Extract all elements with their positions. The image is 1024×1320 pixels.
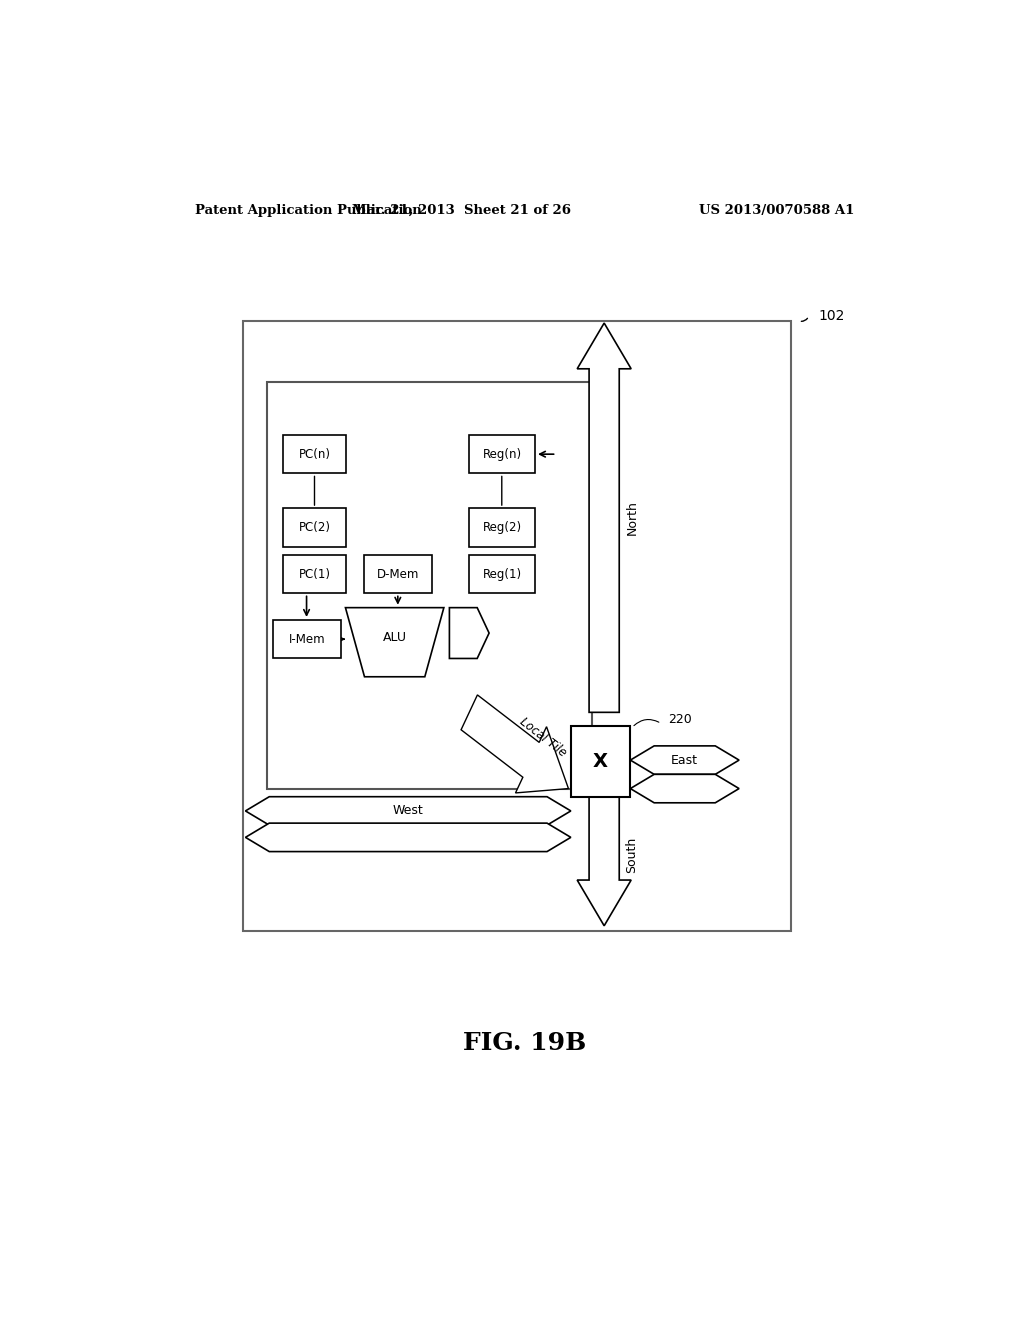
Text: Mar. 21, 2013  Sheet 21 of 26: Mar. 21, 2013 Sheet 21 of 26 bbox=[352, 205, 570, 216]
Polygon shape bbox=[578, 323, 631, 713]
Bar bbox=[267, 381, 592, 788]
Bar bbox=[283, 554, 346, 594]
Bar bbox=[469, 554, 536, 594]
Bar bbox=[283, 508, 346, 546]
Bar bbox=[365, 554, 432, 594]
Text: X: X bbox=[593, 751, 608, 771]
Polygon shape bbox=[450, 607, 489, 659]
Text: Reg(n): Reg(n) bbox=[482, 447, 522, 461]
Bar bbox=[469, 508, 536, 546]
Polygon shape bbox=[461, 694, 568, 793]
Text: East: East bbox=[671, 754, 698, 767]
Text: ALU: ALU bbox=[383, 631, 407, 644]
Polygon shape bbox=[631, 746, 739, 775]
Bar bbox=[469, 434, 536, 474]
Bar bbox=[243, 321, 791, 931]
Text: 504: 504 bbox=[401, 796, 426, 809]
Text: South: South bbox=[626, 837, 639, 873]
Text: PC(2): PC(2) bbox=[299, 521, 331, 533]
Text: 200B: 200B bbox=[269, 796, 302, 809]
Polygon shape bbox=[246, 797, 570, 825]
Bar bbox=[273, 620, 341, 659]
Text: North: North bbox=[626, 500, 639, 535]
Text: PC(1): PC(1) bbox=[299, 568, 331, 581]
Polygon shape bbox=[578, 784, 631, 925]
Text: US 2013/0070588 A1: US 2013/0070588 A1 bbox=[699, 205, 855, 216]
Polygon shape bbox=[631, 775, 739, 803]
Text: PC(n): PC(n) bbox=[299, 447, 331, 461]
Text: 102: 102 bbox=[818, 309, 845, 323]
Text: Reg(2): Reg(2) bbox=[482, 521, 522, 533]
Text: West: West bbox=[393, 804, 424, 817]
Text: FIG. 19B: FIG. 19B bbox=[463, 1031, 587, 1055]
Bar bbox=[570, 726, 631, 797]
Bar bbox=[283, 434, 346, 474]
Polygon shape bbox=[345, 607, 443, 677]
Text: I-Mem: I-Mem bbox=[289, 632, 326, 645]
Text: Local Tile: Local Tile bbox=[517, 715, 568, 760]
Text: 220: 220 bbox=[668, 713, 691, 726]
Text: Reg(1): Reg(1) bbox=[482, 568, 522, 581]
Text: D-Mem: D-Mem bbox=[377, 568, 420, 581]
Polygon shape bbox=[246, 824, 570, 851]
Text: Patent Application Publication: Patent Application Publication bbox=[196, 205, 422, 216]
